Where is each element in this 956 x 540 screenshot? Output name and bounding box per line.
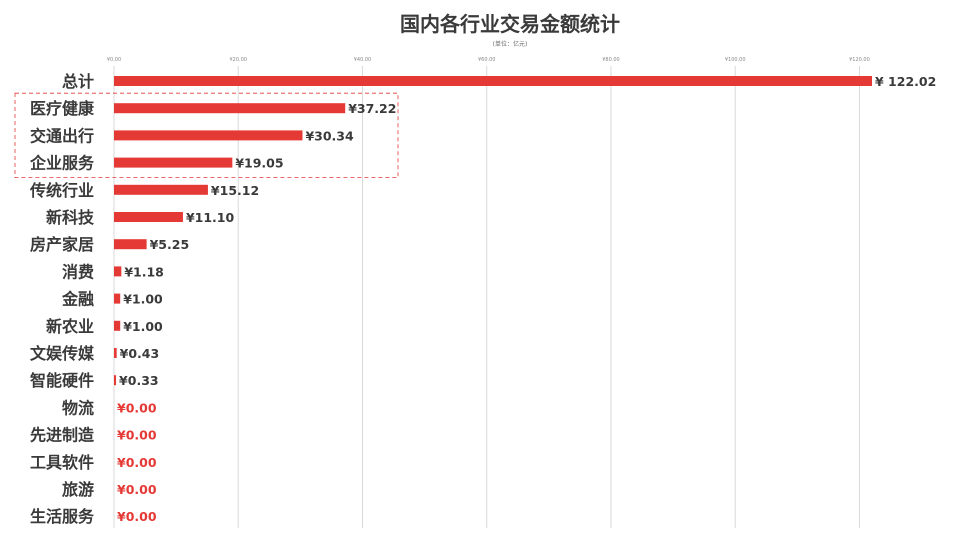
chart-subtitle: (单位：亿元) — [493, 40, 528, 48]
bar — [114, 320, 121, 331]
bar — [114, 348, 117, 358]
value-label: ¥19.05 — [235, 156, 283, 171]
x-tick-label: ¥120.00 — [849, 57, 870, 63]
category-label: 传统行业 — [29, 181, 94, 200]
bar — [114, 184, 208, 195]
value-label: ¥0.33 — [119, 373, 159, 388]
category-label: 交通出行 — [30, 126, 94, 145]
bar-layer — [114, 76, 872, 386]
value-label: ¥5.25 — [150, 237, 190, 252]
category-label: 文娱传媒 — [30, 344, 95, 363]
highlight-box — [14, 92, 399, 178]
bar — [114, 157, 233, 168]
x-tick-label: ¥80.00 — [602, 57, 620, 63]
x-tick-label: ¥20.00 — [229, 57, 247, 63]
bar — [114, 130, 303, 141]
category-label: 新科技 — [46, 208, 95, 227]
value-label: ¥37.22 — [348, 101, 396, 116]
value-label: ¥0.00 — [117, 400, 157, 415]
bar — [114, 266, 122, 277]
category-label: 金融 — [61, 290, 94, 309]
category-label: 消费 — [62, 262, 94, 281]
category-label: 物流 — [62, 398, 94, 417]
value-label: ¥1.18 — [124, 264, 164, 279]
bar — [114, 212, 183, 222]
value-label: ¥0.43 — [120, 346, 160, 361]
x-tick-label: ¥100.00 — [725, 57, 746, 63]
value-label: ¥0.00 — [117, 509, 157, 524]
chart-title: 国内各行业交易金额统计 — [400, 12, 620, 36]
x-tick-label: ¥60.00 — [478, 57, 496, 63]
value-label: ¥0.00 — [117, 428, 157, 443]
category-label: 旅游 — [62, 480, 94, 499]
value-label: ¥0.00 — [117, 455, 157, 470]
category-label: 新农业 — [46, 317, 94, 336]
bar — [114, 293, 121, 304]
value-label: ¥1.00 — [123, 319, 163, 334]
category-label: 智能硬件 — [30, 371, 94, 390]
label-layer: 总计 ¥ 122.02 医疗健康 ¥37.22 交通出行 ¥30.34 企业服务 ¥19.05… — [14, 72, 936, 526]
bar — [114, 239, 147, 250]
bar — [114, 76, 872, 86]
category-label: 先进制造 — [30, 426, 95, 445]
x-tick-label: ¥0.00 — [107, 57, 121, 63]
value-label: ¥15.12 — [211, 183, 259, 198]
value-label: ¥1.00 — [123, 292, 163, 307]
category-label: 工具软件 — [30, 453, 94, 472]
category-label: 生活服务 — [30, 507, 95, 526]
category-label: 房产家居 — [30, 235, 94, 254]
value-label: ¥30.34 — [305, 128, 354, 143]
value-label: ¥11.10 — [186, 210, 235, 225]
category-label: 总计 — [62, 72, 94, 91]
category-label: 医疗健康 — [30, 99, 95, 118]
x-tick-label: ¥40.00 — [354, 57, 372, 63]
grid-layer: ¥0.00 ¥20.00 ¥40.00 ¥60.00 ¥80.00 ¥100.00 ¥120… — [107, 57, 870, 528]
bar — [114, 103, 346, 114]
value-label: ¥ 122.02 — [875, 74, 936, 89]
value-label: ¥0.00 — [117, 482, 157, 497]
category-label: 企业服务 — [29, 154, 95, 173]
bar — [114, 375, 117, 386]
